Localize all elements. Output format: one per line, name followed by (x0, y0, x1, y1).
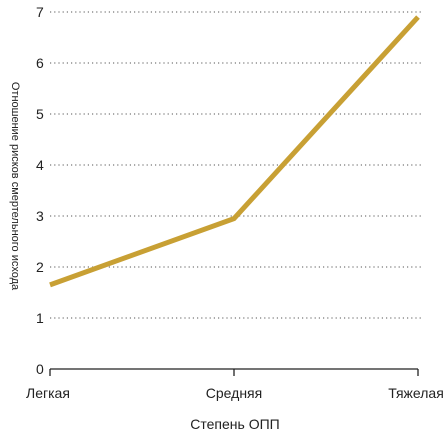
x-tick-label: Средняя (206, 385, 262, 401)
y-tick-label: 7 (36, 4, 44, 20)
y-tick-labels: 0 1 2 3 4 5 6 7 (36, 4, 44, 377)
x-tick-label: Легкая (26, 385, 70, 401)
series (49, 15, 420, 288)
y-tick-label: 4 (36, 157, 44, 173)
y-axis-title: Отношение рисков смертельного исхода (9, 82, 21, 291)
y-tick-label: 5 (36, 106, 44, 122)
x-axis-title: Степень ОПП (190, 416, 279, 432)
y-tick-label: 3 (36, 208, 44, 224)
axes (49, 368, 419, 376)
series-line-0 (49, 15, 420, 288)
x-tick-label: Тяжелая (388, 385, 444, 401)
y-tick-label: 6 (36, 55, 44, 71)
y-tick-label: 2 (36, 259, 44, 275)
grid (50, 11, 422, 319)
x-tick-labels: Легкая Средняя Тяжелая (26, 385, 444, 401)
y-tick-label: 0 (36, 361, 44, 377)
y-tick-label: 1 (36, 310, 44, 326)
